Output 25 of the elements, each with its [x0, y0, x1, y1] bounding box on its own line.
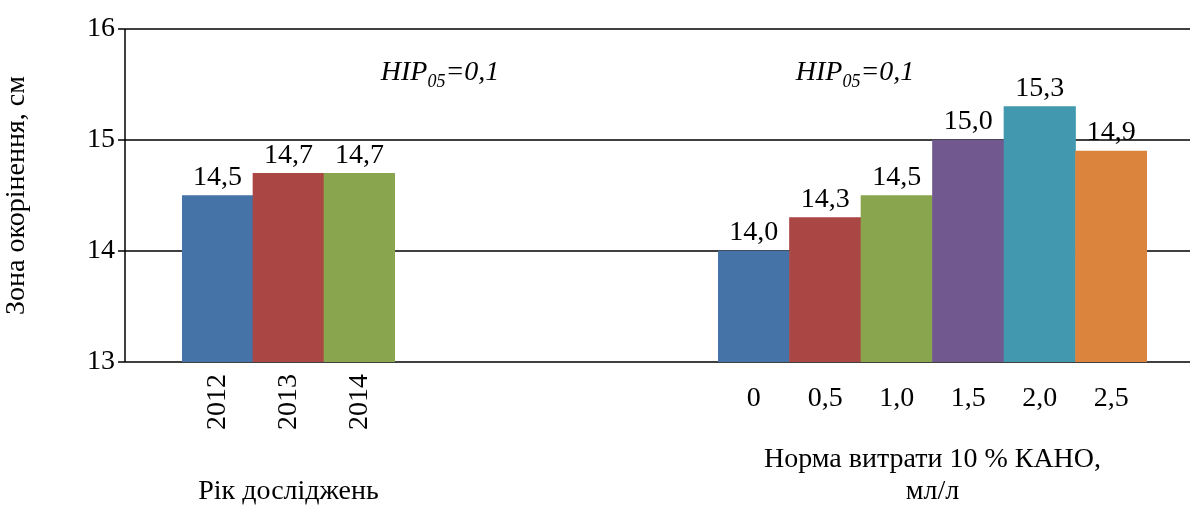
y-tick-label: 16: [87, 11, 115, 43]
y-tick-label: 15: [87, 122, 115, 154]
data-label: 14,5: [872, 159, 922, 191]
data-label: 14,3: [800, 182, 850, 214]
x-tick-label: 2013: [270, 374, 302, 430]
data-label: 14,7: [264, 137, 313, 169]
y-tick-label: 14: [87, 233, 115, 265]
x-tick-label: 2012: [199, 374, 231, 430]
x-axis-title: Рік досліджень: [198, 474, 379, 506]
data-label: 15,0: [943, 104, 993, 136]
x-tick-label: 0: [746, 381, 761, 413]
y-tick-label: 13: [87, 344, 115, 376]
x-tick-label: 1,0: [879, 381, 915, 413]
data-label: 14,5: [193, 159, 242, 191]
x-tick-label: 1,5: [950, 381, 986, 413]
y-axis-title: Зона окорінення, см: [0, 75, 31, 315]
x-tick-label: 0,5: [807, 381, 843, 413]
data-label: 14,7: [335, 137, 384, 169]
x-axis-title: Норма витрати 10 % КАНО, мл/л: [763, 442, 1102, 506]
data-label: 14,0: [729, 215, 779, 247]
x-tick-label: 2014: [341, 374, 373, 430]
data-label: 15,3: [1015, 71, 1065, 103]
x-tick-label: 2,5: [1093, 381, 1129, 413]
x-tick-label: 2,0: [1022, 381, 1058, 413]
data-label: 14,9: [1086, 115, 1136, 147]
